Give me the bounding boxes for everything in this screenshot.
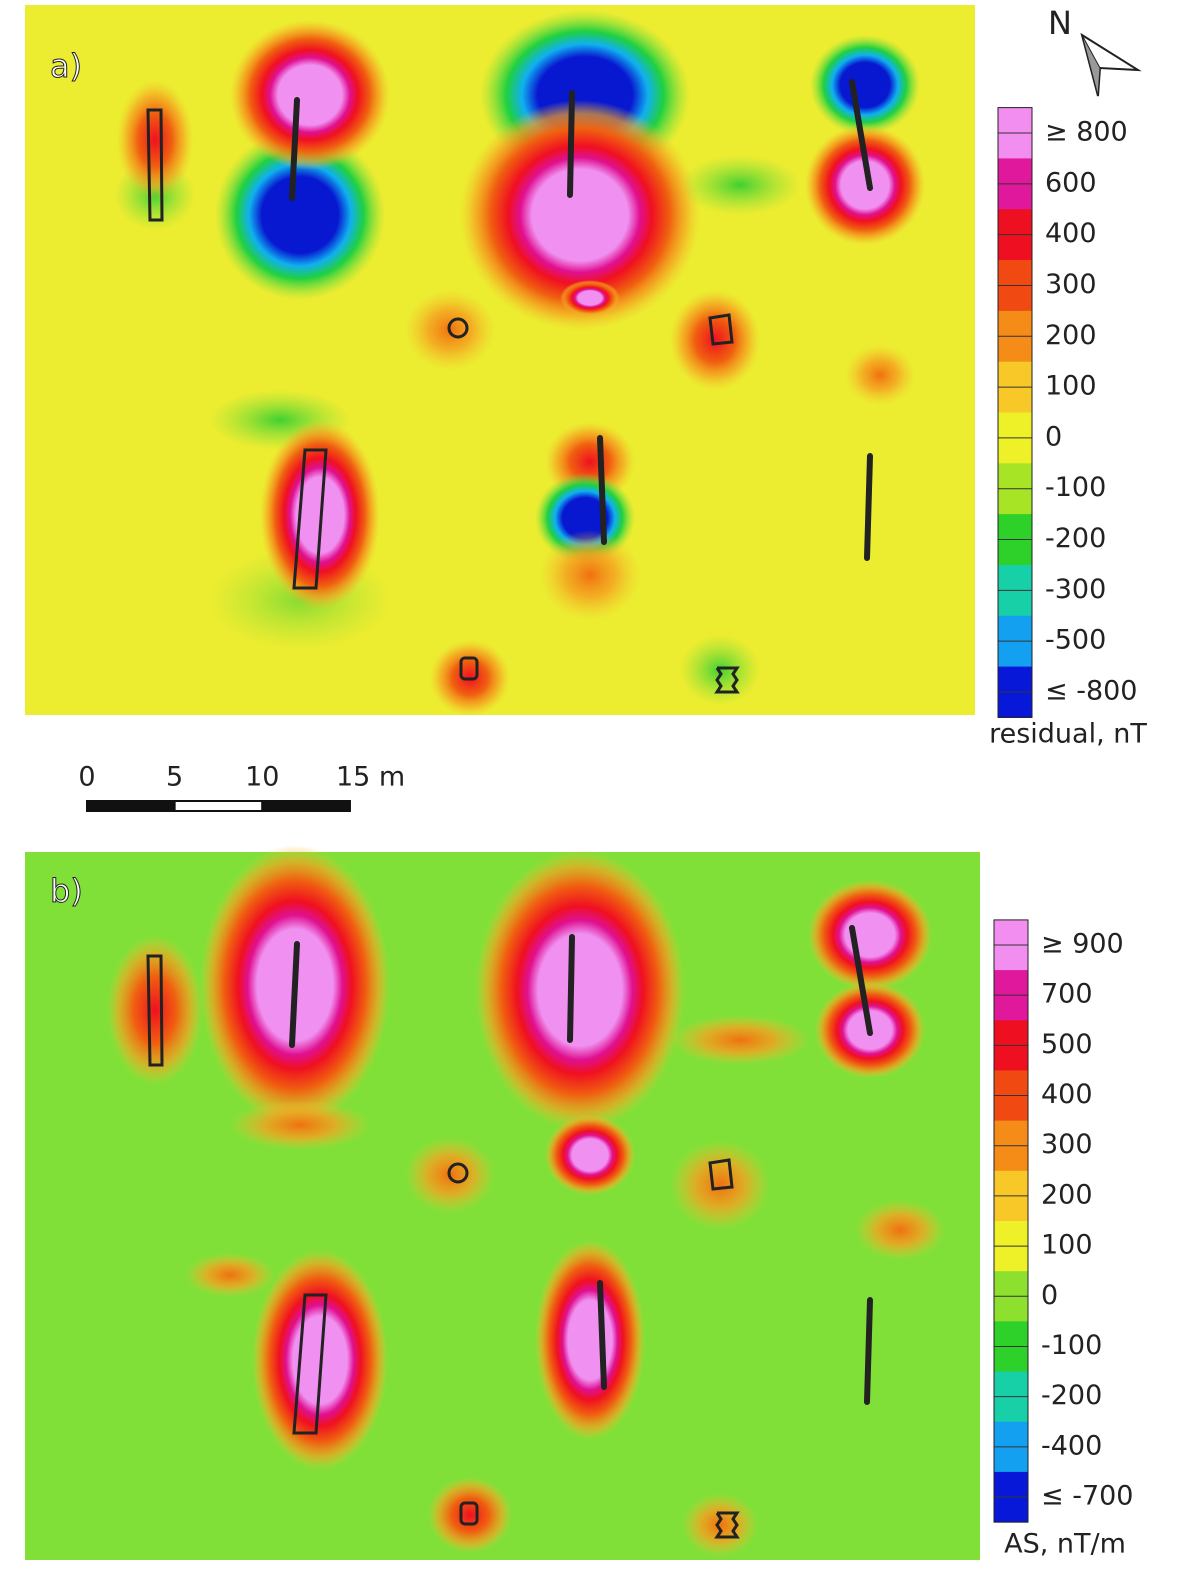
colorbar-label: -200: [1041, 1380, 1102, 1411]
colorbar-label: -200: [1045, 523, 1106, 554]
map-b: [25, 845, 980, 1560]
scale-segment: [261, 800, 351, 812]
colorbar-frame: [993, 919, 1029, 1523]
north-arrow: N: [1048, 4, 1142, 97]
colorbar-label: -300: [1045, 574, 1106, 605]
colorbar-label: 100: [1045, 371, 1097, 402]
colorbar-label: ≤ -700: [1041, 1481, 1133, 1512]
colorbar-label: 300: [1045, 269, 1097, 300]
colorbar-label: ≥ 900: [1041, 929, 1124, 960]
colorbar-frame: [997, 107, 1033, 718]
colorbar-label: 400: [1045, 218, 1097, 249]
colorbar-label: 400: [1041, 1079, 1093, 1110]
colorbar-label: 700: [1041, 979, 1093, 1010]
map-a: [25, 5, 975, 716]
colorbar-label: 600: [1045, 167, 1097, 198]
colorbar-label: 200: [1041, 1179, 1093, 1210]
panel-label: a): [50, 47, 82, 85]
colorbar-label: -100: [1045, 472, 1106, 503]
panel-label: b): [50, 872, 83, 910]
colorbar-label: ≥ 800: [1045, 117, 1128, 148]
colorbar-label: -400: [1041, 1430, 1102, 1461]
scale-segment: [86, 800, 176, 812]
colorbar-title: AS, nT/m: [1004, 1529, 1126, 1560]
colorbar-label: 0: [1041, 1280, 1058, 1311]
north-label: N: [1048, 4, 1072, 42]
scale-label: 0: [78, 762, 95, 793]
colorbar-label: 0: [1045, 421, 1062, 452]
colorbar-label: 200: [1045, 320, 1097, 351]
scale-label: 10: [245, 762, 279, 793]
colorbar-title: residual, nT: [989, 719, 1147, 750]
scale-label: 15 m: [336, 762, 405, 793]
colorbar-label: 300: [1041, 1129, 1093, 1160]
colorbar-label: -500: [1045, 625, 1106, 656]
scale-segment: [173, 800, 264, 812]
scale-label: 5: [166, 762, 183, 793]
colorbar-label: ≤ -800: [1045, 676, 1137, 707]
colorbar-label: 500: [1041, 1029, 1093, 1060]
colorbar-label: 100: [1041, 1230, 1093, 1261]
colorbar-label: -100: [1041, 1330, 1102, 1361]
